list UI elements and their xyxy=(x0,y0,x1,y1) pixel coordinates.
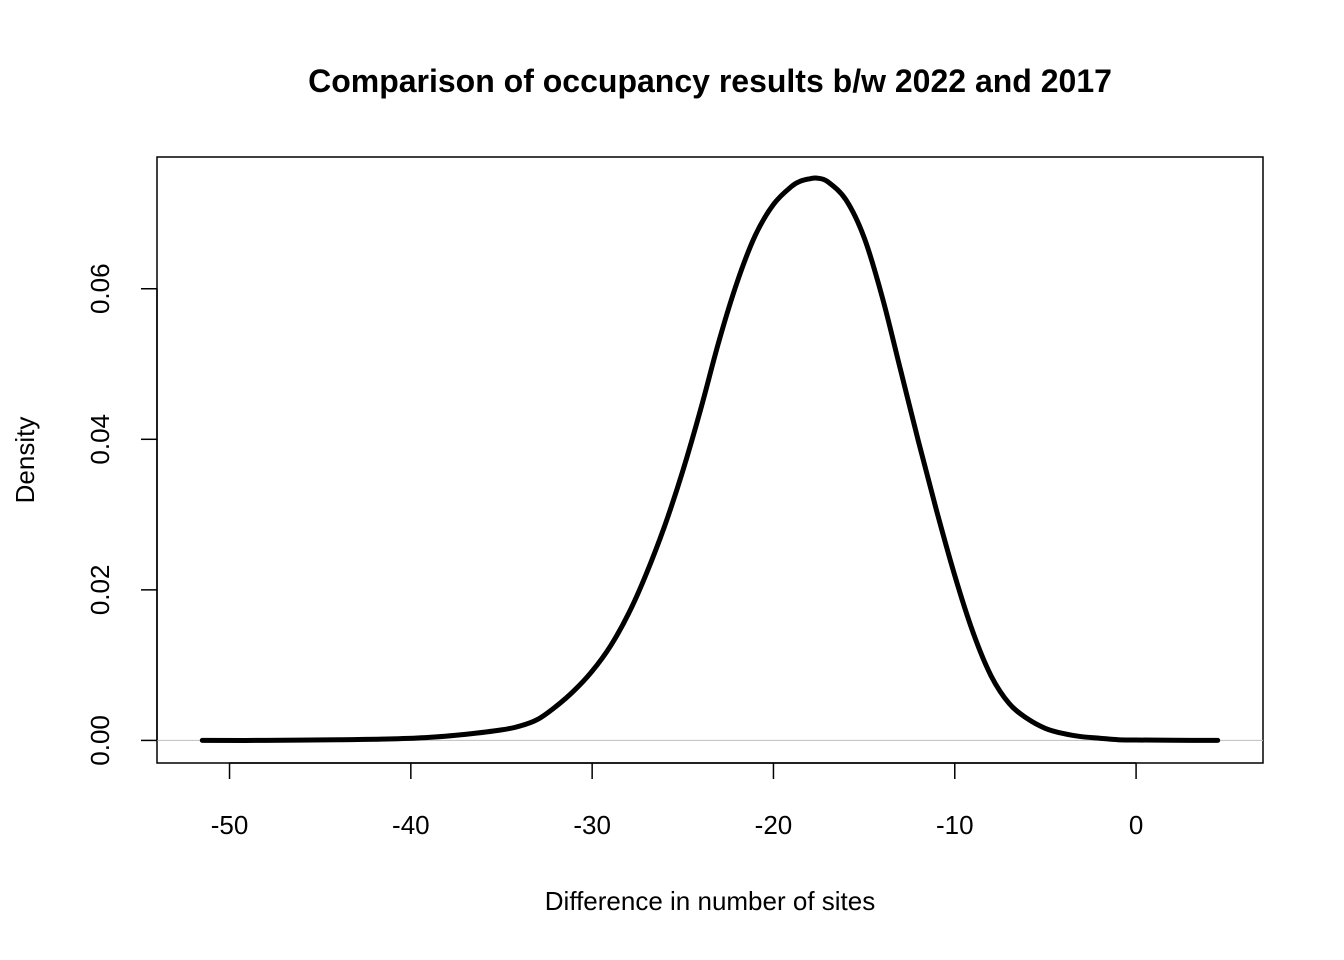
y-axis: 0.00 0.02 0.04 0.06 xyxy=(85,263,158,766)
y-axis-label: Density xyxy=(10,417,40,504)
series-layer xyxy=(199,175,1221,743)
y-tick-label: 0.02 xyxy=(85,565,115,616)
x-axis-label: Difference in number of sites xyxy=(545,886,875,916)
y-tick-label: 0.00 xyxy=(85,715,115,766)
x-tick-label: 0 xyxy=(1129,810,1143,840)
x-axis: -50 -40 -30 -20 -10 0 xyxy=(211,762,1143,840)
x-tick-label: -10 xyxy=(936,810,974,840)
y-tick-label: 0.06 xyxy=(85,263,115,314)
x-tick-label: -40 xyxy=(392,810,430,840)
y-tick-label: 0.04 xyxy=(85,414,115,465)
x-tick-label: -20 xyxy=(755,810,793,840)
density-curve xyxy=(199,175,1221,743)
x-tick-label: -30 xyxy=(573,810,611,840)
x-tick-label: -50 xyxy=(211,810,249,840)
plot-frame xyxy=(156,156,1264,764)
chart-title: Comparison of occupancy results b/w 2022… xyxy=(308,63,1112,99)
